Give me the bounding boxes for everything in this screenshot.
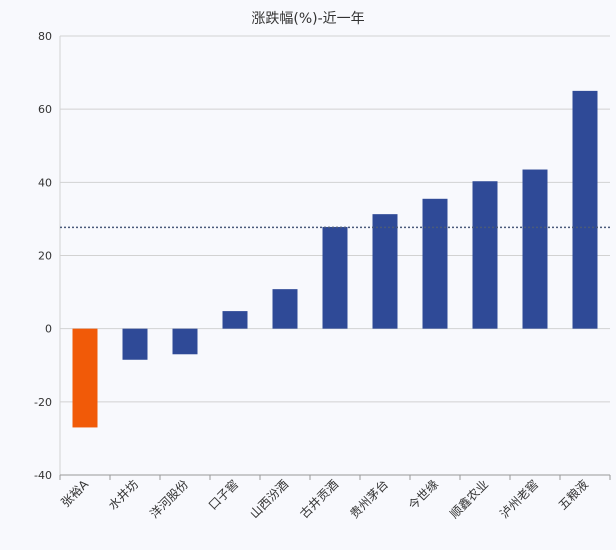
- x-category-label: 张裕A: [58, 476, 92, 510]
- x-axis: 张裕A 水井坊 洋河股份 口子窖 山西汾酒 古井贡酒 贵州茅台 今世缘 顺鑫农业 泸州老窖 五粮液: [58, 474, 611, 522]
- x-category-label: 今世缘: [405, 477, 441, 513]
- x-category-label: 古井贡酒: [297, 477, 342, 522]
- bar: [72, 328, 98, 428]
- y-tick-label: 60: [38, 103, 52, 116]
- x-category-label: 泸州老窖: [497, 477, 542, 522]
- bar: [122, 328, 148, 360]
- y-tick-label: 20: [38, 250, 52, 263]
- x-category-label: 山西汾酒: [247, 477, 291, 521]
- bar: [372, 214, 398, 329]
- x-category-label: 水井坊: [105, 477, 141, 513]
- x-category-label: 口子窖: [205, 477, 241, 513]
- y-axis-ticks: 80 60 40 20 0 -20 -40: [34, 30, 52, 482]
- x-category-label: 洋河股份: [147, 477, 192, 522]
- bar: [172, 328, 198, 355]
- x-category-label: 顺鑫农业: [447, 477, 492, 522]
- y-tick-label: 80: [38, 30, 52, 43]
- bar: [472, 181, 498, 329]
- bar: [422, 198, 448, 329]
- bar: [522, 169, 548, 329]
- bar: [572, 90, 598, 329]
- x-category-label: 五粮液: [555, 477, 591, 513]
- x-category-label: 贵州茅台: [347, 477, 392, 522]
- bars: [72, 90, 598, 428]
- bar: [322, 226, 348, 329]
- y-tick-label: -20: [34, 396, 52, 409]
- chart-title: 涨跌幅(%)-近一年: [251, 11, 364, 27]
- y-tick-label: 0: [45, 323, 52, 336]
- y-tick-label: 40: [38, 176, 52, 189]
- bar: [222, 311, 248, 329]
- y-tick-label: -40: [34, 469, 52, 482]
- bar: [272, 289, 298, 329]
